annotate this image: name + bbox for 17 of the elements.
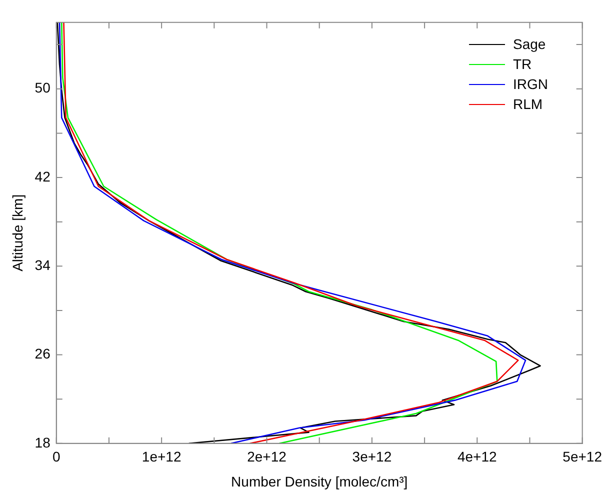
x-tick-label: 2e+12 bbox=[247, 448, 287, 465]
legend-label: IRGN bbox=[513, 75, 548, 94]
y-tick-label: 26 bbox=[34, 346, 51, 362]
x-axis-title: Number Density [molec/cm³] bbox=[231, 473, 408, 490]
x-tick-label: 0 bbox=[52, 448, 60, 465]
y-tick-label: 34 bbox=[34, 256, 51, 273]
legend-label: TR bbox=[513, 55, 532, 74]
y-axis-title: Altitude [km] bbox=[9, 194, 26, 272]
y-tick-label: 42 bbox=[34, 168, 51, 184]
x-tick-label: 1e+12 bbox=[142, 448, 182, 465]
x-tick-label: 4e+12 bbox=[457, 448, 498, 465]
legend-label: Sage bbox=[513, 35, 546, 54]
legend-label: RLM bbox=[513, 95, 543, 114]
x-tick-label: 3e+12 bbox=[352, 448, 392, 465]
x-tick-label: 5e+12 bbox=[562, 448, 602, 465]
y-tick-label: 18 bbox=[34, 434, 51, 450]
y-tick-label: 50 bbox=[34, 80, 51, 96]
